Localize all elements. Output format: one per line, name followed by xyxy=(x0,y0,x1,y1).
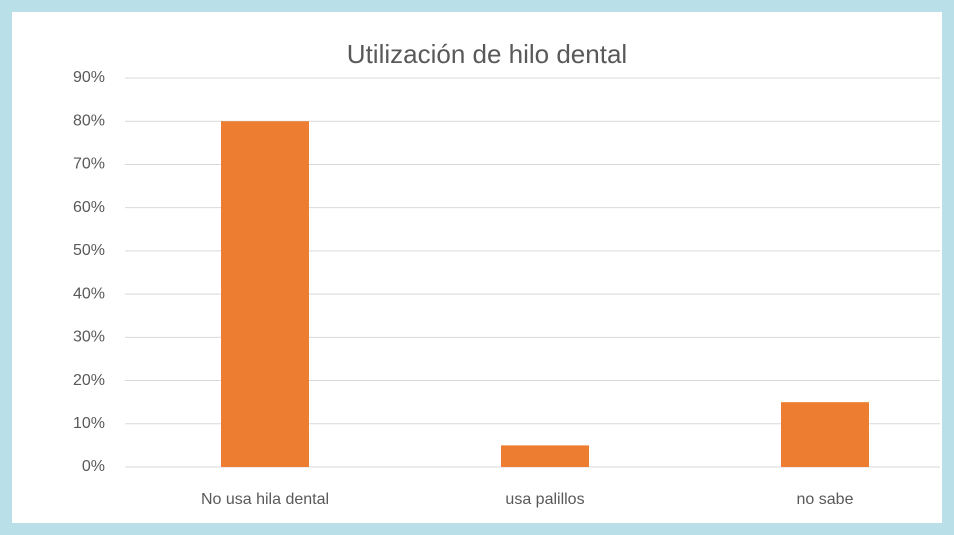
y-tick-label: 10% xyxy=(73,415,105,432)
y-tick-label: 40% xyxy=(73,285,105,302)
y-tick-label: 20% xyxy=(73,372,105,389)
x-tick-label: usa palillos xyxy=(505,491,584,508)
bar xyxy=(781,402,869,467)
bar xyxy=(221,121,309,467)
y-tick-label: 0% xyxy=(82,458,105,475)
y-tick-label: 70% xyxy=(73,156,105,173)
y-tick-label: 30% xyxy=(73,329,105,346)
y-tick-label: 50% xyxy=(73,242,105,259)
bar xyxy=(501,445,589,467)
y-tick-label: 80% xyxy=(73,112,105,129)
x-tick-label: No usa hila dental xyxy=(201,491,329,508)
y-tick-label: 90% xyxy=(73,69,105,86)
y-tick-label: 60% xyxy=(73,199,105,216)
chart-title: Utilización de hilo dental xyxy=(347,39,627,69)
x-tick-label: no sabe xyxy=(797,491,854,508)
